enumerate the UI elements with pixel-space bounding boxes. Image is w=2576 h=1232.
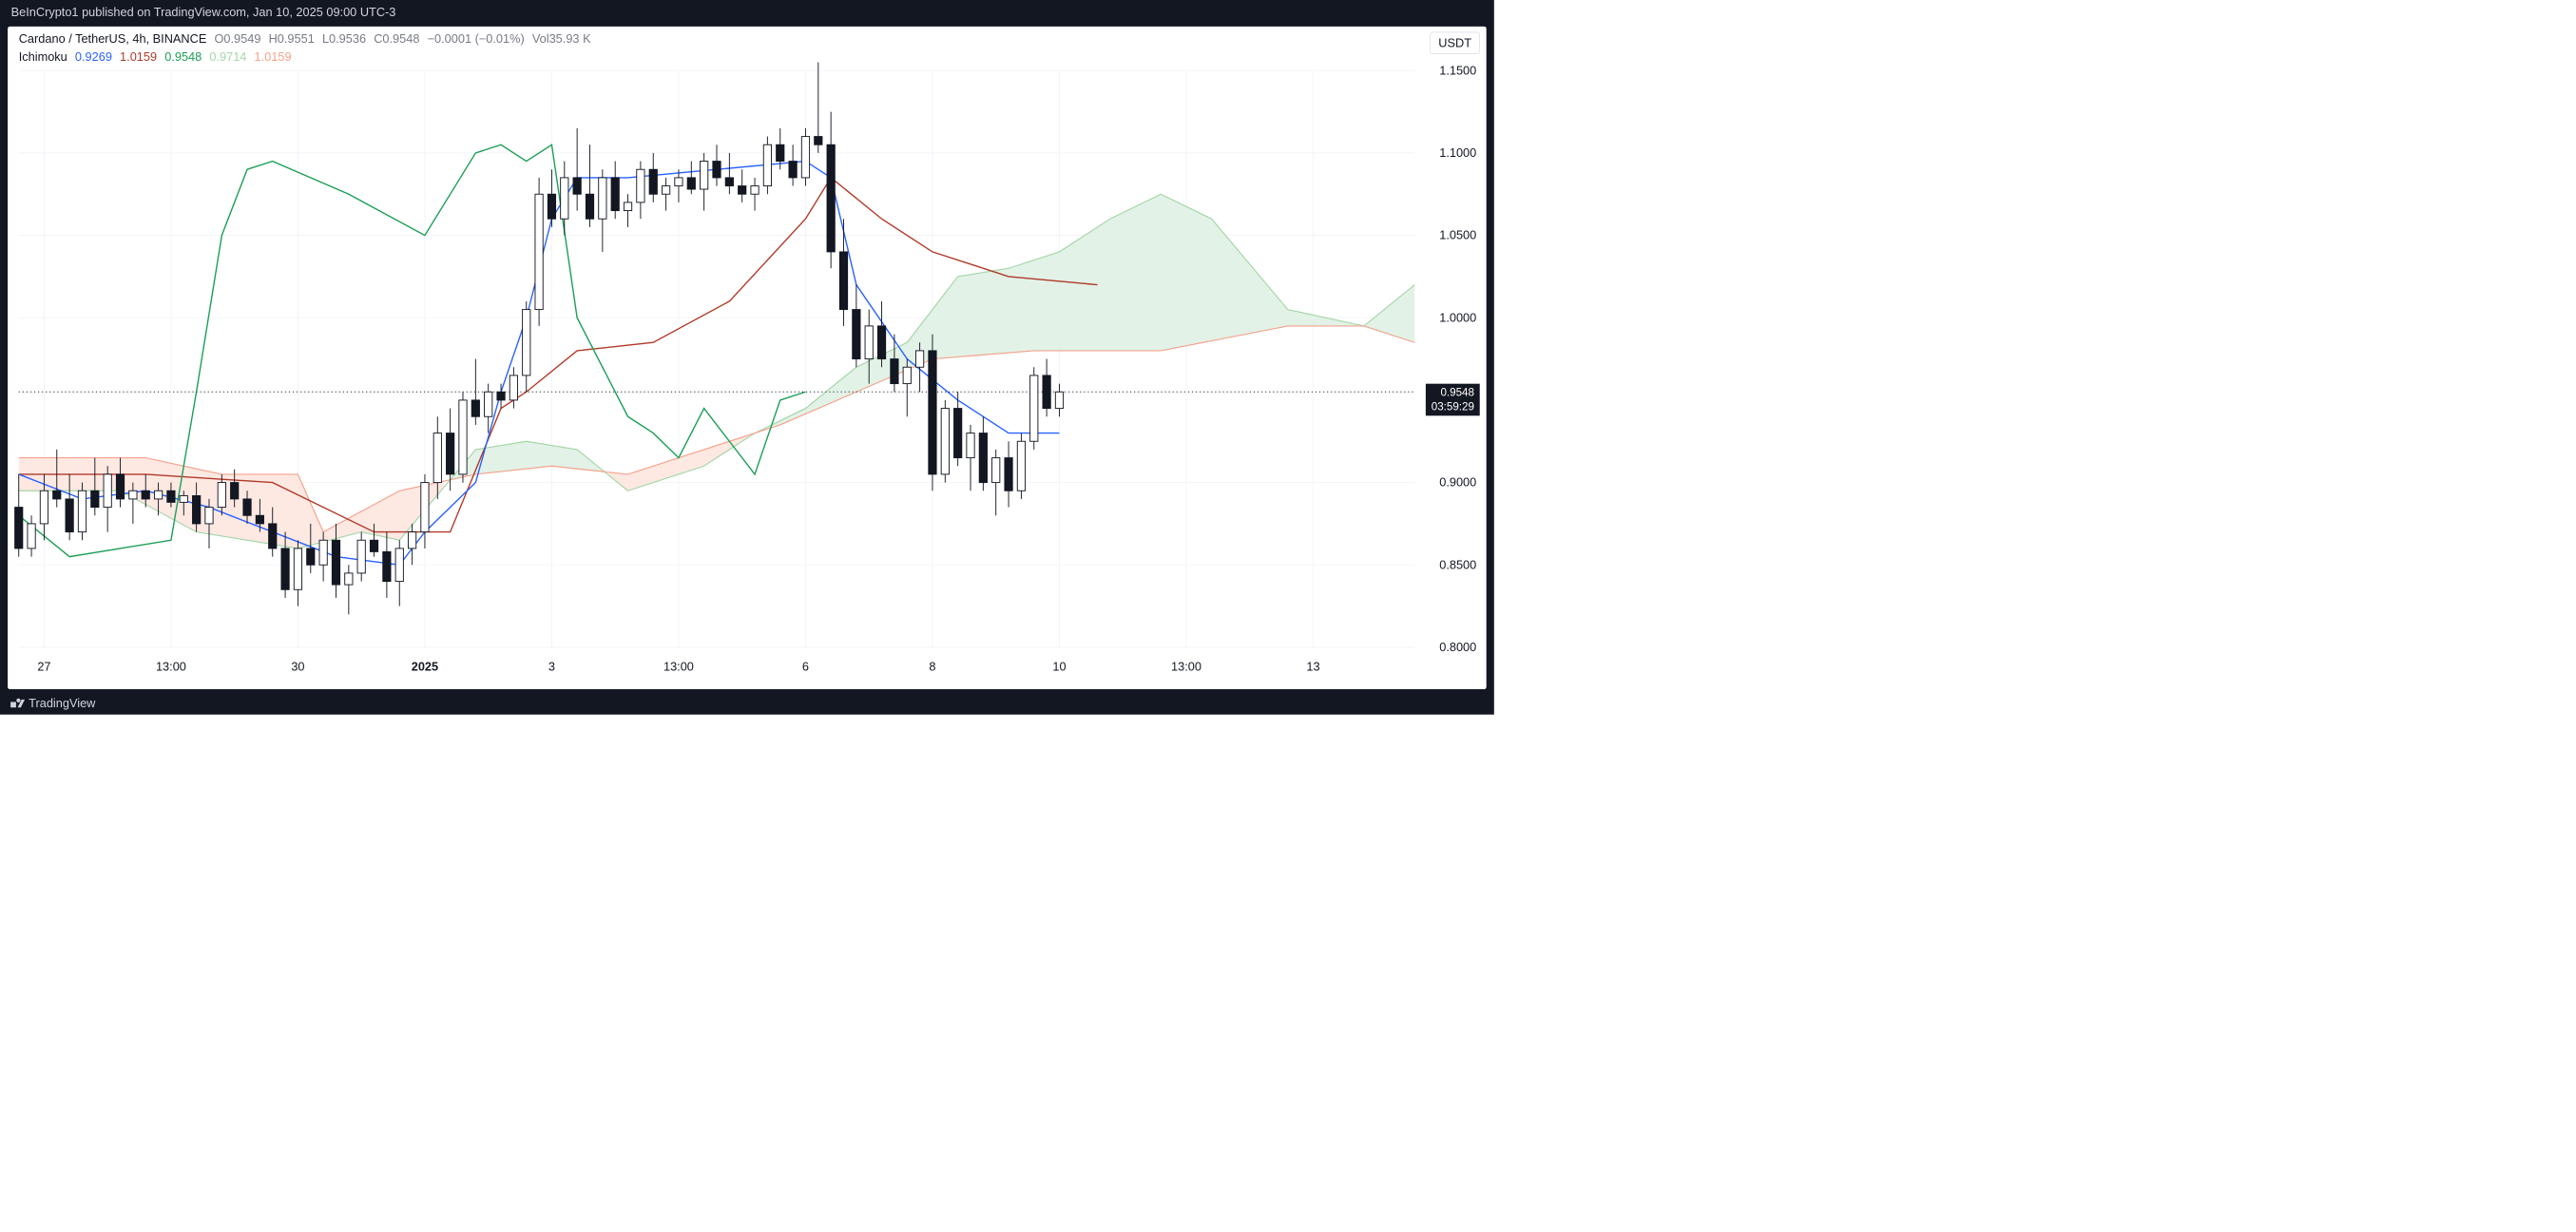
svg-text:3: 3 bbox=[548, 659, 555, 673]
legend-ichi-v2: 1.0159 bbox=[120, 49, 157, 64]
legend-change: −0.0001 (−0.01%) bbox=[428, 32, 525, 47]
svg-text:0.8500: 0.8500 bbox=[1439, 557, 1476, 571]
svg-text:1.0000: 1.0000 bbox=[1439, 310, 1476, 324]
svg-text:30: 30 bbox=[291, 659, 304, 673]
currency-badge[interactable]: USDT bbox=[1431, 32, 1480, 54]
legend-ichi-v3: 0.9548 bbox=[164, 49, 202, 64]
legend-ichi-v4: 0.9714 bbox=[209, 49, 246, 64]
legend-h: H0.9551 bbox=[269, 32, 315, 47]
last-price: 0.9548 bbox=[1432, 385, 1474, 399]
legend-vol: Vol35.93 K bbox=[532, 32, 591, 47]
legend-ichimoku-name: Ichimoku bbox=[19, 49, 67, 64]
svg-text:2025: 2025 bbox=[412, 659, 438, 673]
svg-text:13:00: 13:00 bbox=[663, 659, 694, 673]
svg-text:13:00: 13:00 bbox=[156, 659, 186, 673]
svg-text:1.1000: 1.1000 bbox=[1439, 145, 1476, 160]
legend-main-row: Cardano / TetherUS, 4h, BINANCE O0.9549 … bbox=[19, 32, 591, 47]
publish-info: BeInCrypto1 published on TradingView.com… bbox=[0, 0, 1494, 25]
svg-text:1.1500: 1.1500 bbox=[1439, 63, 1476, 77]
legend-c: C0.9548 bbox=[374, 32, 419, 47]
svg-text:13: 13 bbox=[1306, 659, 1319, 673]
svg-text:8: 8 bbox=[929, 659, 935, 673]
legend-o: O0.9549 bbox=[214, 32, 260, 47]
legend-ichimoku-row: Ichimoku 0.9269 1.0159 0.9548 0.9714 1.0… bbox=[19, 49, 591, 64]
tradingview-footer: TradingView bbox=[0, 692, 1494, 714]
svg-text:27: 27 bbox=[37, 659, 50, 673]
footer-text: TradingView bbox=[29, 697, 95, 711]
svg-text:1.0500: 1.0500 bbox=[1439, 228, 1476, 242]
legend-ichi-v1: 0.9269 bbox=[75, 49, 112, 64]
tradingview-logo-icon bbox=[10, 698, 25, 709]
svg-text:10: 10 bbox=[1052, 659, 1066, 673]
last-price-label: 0.9548 03:59:29 bbox=[1426, 384, 1480, 416]
tradingview-chart-frame: BeInCrypto1 published on TradingView.com… bbox=[0, 0, 1494, 715]
svg-text:0.9000: 0.9000 bbox=[1439, 475, 1476, 490]
publish-text: BeInCrypto1 published on TradingView.com… bbox=[11, 5, 396, 19]
legend-l: L0.9536 bbox=[322, 32, 366, 47]
legend-pair: Cardano / TetherUS, 4h, BINANCE bbox=[19, 32, 207, 47]
countdown: 03:59:29 bbox=[1432, 399, 1474, 414]
svg-text:6: 6 bbox=[802, 659, 809, 673]
chart-legend: Cardano / TetherUS, 4h, BINANCE O0.9549 … bbox=[19, 32, 591, 65]
chart-svg: 0.8000 0.8500 0.9000 1.0000 1.0500 1.1000 1.15… bbox=[8, 27, 1487, 681]
chart-area[interactable]: Cardano / TetherUS, 4h, BINANCE O0.9549 … bbox=[8, 27, 1487, 689]
svg-text:13:00: 13:00 bbox=[1171, 659, 1201, 673]
legend-ichi-v5: 1.0159 bbox=[255, 49, 292, 64]
svg-text:0.8000: 0.8000 bbox=[1439, 640, 1476, 654]
